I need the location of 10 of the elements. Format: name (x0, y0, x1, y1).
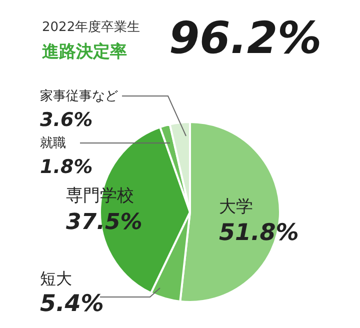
data-label: 3.6% (40, 109, 93, 131)
slice-label: 短大 (40, 269, 72, 288)
data-label: 5.4% (40, 291, 104, 317)
slice-label: 大学 (219, 197, 253, 217)
slice-label: 就職 (40, 136, 66, 151)
slice-label: 家事従事など (40, 88, 118, 104)
data-label: 1.8% (40, 156, 93, 178)
text: 96.2% (169, 13, 322, 64)
chart-title: 2022年度卒業生 (42, 19, 140, 35)
chart-subtitle: 進路決定率 (42, 42, 127, 62)
